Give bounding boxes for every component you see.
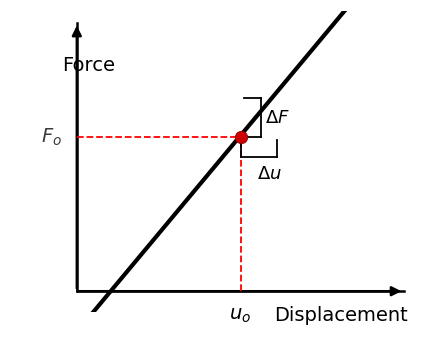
Text: $\Delta u$: $\Delta u$ <box>257 164 282 183</box>
Text: $\Delta F$: $\Delta F$ <box>265 109 290 127</box>
Text: $u_o$: $u_o$ <box>229 306 252 325</box>
Text: Displacement: Displacement <box>274 306 408 325</box>
Text: $F_o$: $F_o$ <box>42 127 62 148</box>
Text: Force: Force <box>62 56 115 75</box>
